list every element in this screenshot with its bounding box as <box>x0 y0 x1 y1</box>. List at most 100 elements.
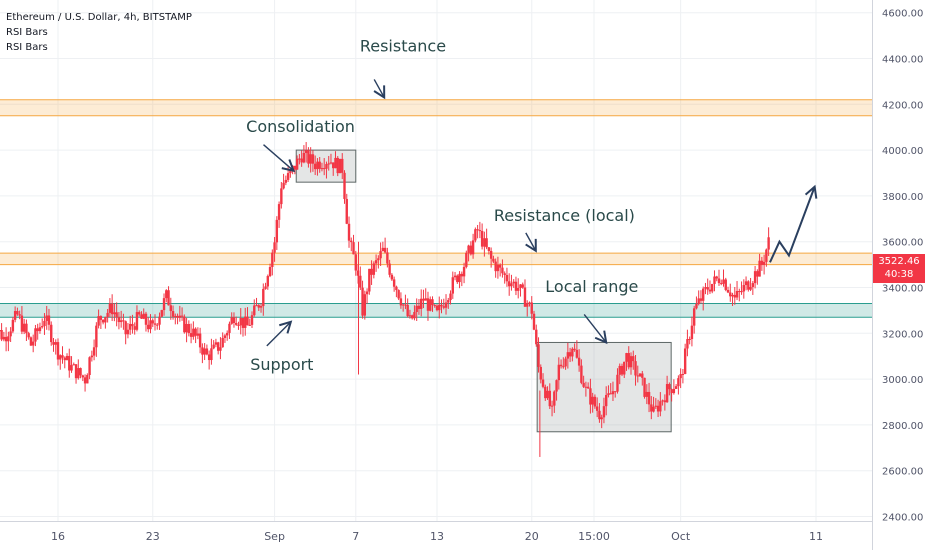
projection-path <box>769 186 816 263</box>
candle-body <box>151 320 154 324</box>
candle-body <box>422 298 425 301</box>
candle-body <box>318 161 321 169</box>
candle-body <box>171 311 175 317</box>
candle-body <box>692 308 696 326</box>
candle-body <box>7 336 10 342</box>
candle-body <box>404 304 407 306</box>
candle-body <box>397 290 400 299</box>
candle-body <box>232 317 236 323</box>
candle-body <box>715 276 718 279</box>
candle-body <box>323 168 326 170</box>
candle-body <box>616 374 619 392</box>
candle-body <box>201 347 204 355</box>
candle-body <box>52 342 55 345</box>
candle-body <box>708 289 712 292</box>
candle-body <box>325 164 328 169</box>
candle-body <box>593 396 597 407</box>
candle-body <box>417 305 421 309</box>
candle-body <box>535 329 538 345</box>
last-price-tag: 3522.46 40:38 <box>873 254 925 283</box>
candle-body <box>115 312 118 318</box>
candle-body <box>230 317 233 324</box>
price-tick-label: 4400.00 <box>882 55 923 66</box>
candle-body <box>589 388 592 405</box>
candle-body <box>487 247 491 251</box>
candle-body <box>101 319 105 323</box>
annotation-arrow <box>525 232 537 252</box>
candle-body <box>485 238 488 248</box>
candle-body <box>480 230 484 247</box>
candle-body <box>672 388 676 394</box>
candle-body <box>174 315 177 317</box>
candle-body <box>618 365 621 375</box>
candle-body <box>625 353 628 362</box>
candle-body <box>744 281 748 286</box>
candle-body <box>711 283 714 292</box>
candle-body <box>444 302 448 308</box>
indicator-label[interactable]: RSI Bars <box>6 42 48 53</box>
candle-body <box>600 417 603 420</box>
candle-body <box>248 324 251 326</box>
candle-body <box>645 391 649 397</box>
candle-body <box>68 355 71 371</box>
candle-body <box>359 275 362 288</box>
candle-body <box>124 321 127 335</box>
indicator-label[interactable]: RSI Bars <box>6 27 48 38</box>
candle-body <box>546 390 549 399</box>
candle-body <box>765 249 768 262</box>
candle-body <box>559 364 563 367</box>
candle-body <box>704 287 707 289</box>
candle-body <box>762 261 766 265</box>
candle-body <box>729 292 732 297</box>
candle-body <box>45 315 48 321</box>
annotation-arrowhead <box>281 159 296 173</box>
candle-body <box>128 323 132 330</box>
candle-body <box>214 342 218 345</box>
candle-body <box>679 374 682 379</box>
candle-body <box>341 158 344 173</box>
annotation-label: Support <box>250 355 313 374</box>
candle-body <box>566 352 570 359</box>
candle-body <box>720 283 723 285</box>
candle-body <box>110 303 114 315</box>
candle-body <box>316 161 319 170</box>
candle-body <box>521 284 524 288</box>
candle-body <box>670 389 673 394</box>
candle-body <box>462 266 466 277</box>
candle-body <box>345 198 348 224</box>
candle-body <box>329 162 333 164</box>
candle-body <box>282 182 285 189</box>
candle-body <box>63 357 66 361</box>
candle-body <box>153 323 157 325</box>
candle-body <box>688 339 691 341</box>
price-axis[interactable]: 2400.00 2600.00 2800.00 3000.00 3200.00 3400.… <box>882 9 923 524</box>
candle-body <box>140 314 143 319</box>
candle-body <box>456 275 459 283</box>
candle-body <box>180 315 184 317</box>
candle-body <box>368 268 371 292</box>
candle-body <box>498 264 502 268</box>
candle-body <box>677 378 680 387</box>
annotation-arrowhead <box>525 238 537 253</box>
candle-body <box>363 294 367 316</box>
chart-grid <box>0 0 872 521</box>
candle-body <box>90 355 94 358</box>
candle-body <box>228 323 231 333</box>
candle-body <box>334 157 337 169</box>
candle-body <box>501 267 504 274</box>
candle-body <box>512 281 515 284</box>
price-tick-label: 3000.00 <box>882 375 923 386</box>
candle-body <box>577 357 581 366</box>
candle-body <box>539 366 542 380</box>
candle-body <box>575 349 579 358</box>
candle-body <box>562 366 565 368</box>
candles <box>0 142 770 457</box>
symbol-title[interactable]: Ethereum / U.S. Dollar, 4h, BITSTAMP <box>6 12 192 23</box>
chart-legend: Ethereum / U.S. Dollar, 4h, BITSTAMP RSI… <box>6 10 192 55</box>
time-axis[interactable]: 16 23 Sep 7 13 20 15:00 Oct 11 <box>51 530 823 543</box>
candle-body <box>406 304 409 317</box>
time-tick-label: 11 <box>809 530 823 543</box>
candle-body <box>749 287 752 290</box>
candle-body <box>668 384 671 390</box>
